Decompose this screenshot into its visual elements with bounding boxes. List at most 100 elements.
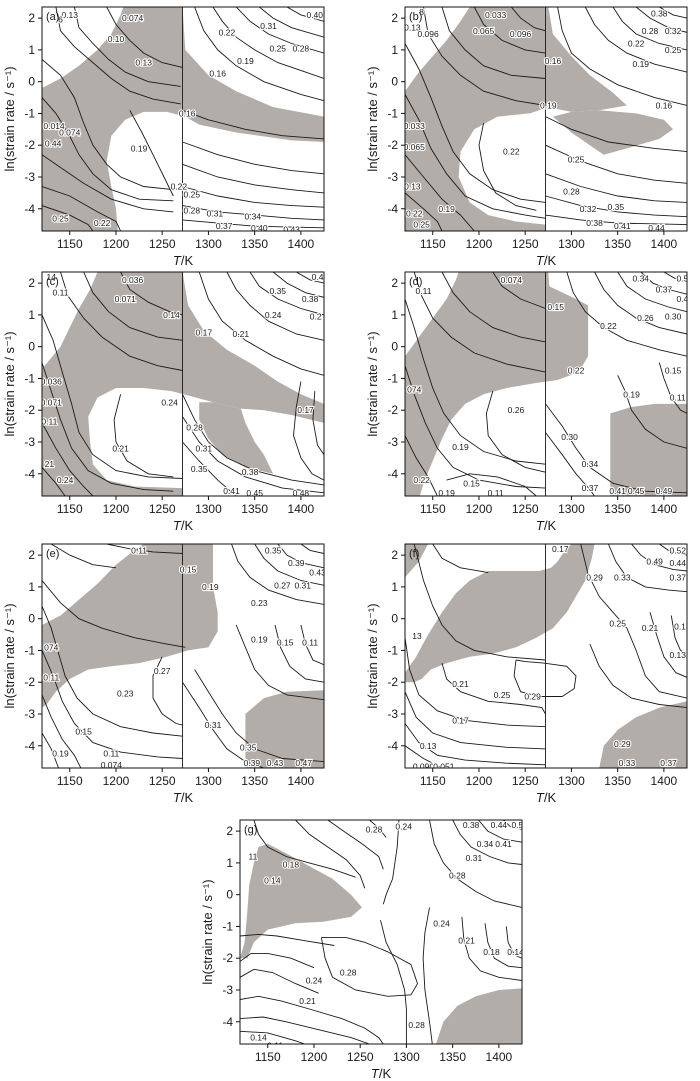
x-tick-label: 1250 (347, 1050, 374, 1064)
contour-label: 0.25 (269, 43, 286, 53)
shaded-region (245, 690, 324, 768)
y-tick-label: -2 (222, 951, 233, 965)
contour-line (382, 820, 400, 905)
contour-label: 0.28 (293, 43, 310, 53)
contour-label: 0.24 (161, 397, 178, 407)
contour-label: 0.21 (452, 679, 469, 689)
contour-label: 0.036 (122, 275, 144, 285)
contour-line (212, 7, 324, 79)
contour-line (405, 365, 546, 489)
contour-line (194, 669, 324, 763)
y-tick-label: 2 (391, 276, 398, 290)
y-tick-label: -2 (24, 138, 35, 152)
x-tick-label: 1150 (420, 502, 446, 516)
contour-line (42, 314, 183, 479)
contour-line (659, 544, 687, 556)
y-axis-label: ln(strain rate / s⁻¹) (365, 331, 380, 436)
plot-frame (404, 6, 688, 232)
x-tick-label: 1200 (466, 774, 493, 788)
contour-label: 0.16 (179, 108, 196, 118)
y-tick-label: 0 (391, 340, 398, 354)
contour-line (83, 272, 183, 341)
contour-line (658, 362, 687, 414)
contour-label: 0.31 (196, 443, 213, 453)
contour-label: 0.11 (43, 672, 59, 682)
x-tick-label: 1250 (512, 237, 539, 251)
contour-label: 0.24 (395, 821, 412, 831)
contour-line (42, 580, 186, 648)
contour-label: 0.47 (295, 758, 312, 768)
contour-label: 0.033 (404, 121, 426, 131)
contour-label: 0.41 (614, 221, 631, 231)
contour-label: 13 (412, 631, 422, 641)
contour-label: 0.19 (131, 143, 148, 153)
contour-label: 0.41 (223, 486, 240, 496)
plot-frame (239, 819, 523, 1045)
contour-line (254, 544, 324, 586)
x-tick-label: 1200 (466, 502, 493, 516)
x-axis-label: T/K (536, 253, 557, 268)
contour-line (42, 694, 82, 768)
y-tick-label: -4 (222, 1015, 233, 1029)
contour-label: 0.28 (449, 871, 466, 881)
contour-line (286, 7, 324, 22)
contour-label: 0.39 (288, 558, 305, 568)
contour-label: 074 (407, 385, 421, 395)
x-tick-label: 1250 (149, 237, 176, 251)
contour-line (274, 624, 324, 683)
shaded-region (240, 843, 362, 959)
x-tick-label: 1250 (149, 774, 176, 788)
contour-line (663, 272, 687, 282)
contour-label: 0.38 (463, 820, 480, 830)
contour-label: 0.28 (340, 968, 357, 978)
contour-line (240, 995, 384, 1044)
x-tick-label: 1200 (103, 237, 130, 251)
contour-label: 0.14 (163, 310, 180, 320)
contour-line (73, 7, 181, 87)
contour-label: 0.24 (265, 310, 282, 320)
y-tick-label: -3 (24, 707, 35, 721)
contour-line (485, 390, 546, 473)
contour-line (405, 691, 546, 750)
contour-label: 0.31 (466, 853, 483, 863)
contour-line (545, 173, 687, 203)
contour-label: 0.4 (676, 294, 688, 304)
contour-line (55, 7, 181, 105)
contour-line (659, 7, 687, 19)
contour-label: 0.071 (41, 397, 63, 407)
y-tick-label: 0 (28, 340, 35, 354)
contour-label: 0.033 (485, 10, 507, 20)
contour-line (240, 933, 335, 946)
contour-line (113, 394, 174, 478)
contour-line (545, 195, 687, 218)
plot-frame (404, 271, 688, 497)
x-axis-label: T/K (173, 790, 194, 805)
x-tick-label: 1200 (103, 774, 130, 788)
y-tick-label: 1 (28, 308, 35, 322)
contour-label: 0.15 (75, 726, 92, 736)
contour-label: 0.19 (52, 749, 69, 759)
contour-line (607, 544, 687, 593)
shaded-region (405, 272, 589, 496)
contour-line (42, 59, 183, 191)
y-tick-label: -3 (24, 170, 35, 184)
contour-label: 0.074 (101, 760, 123, 770)
x-tick-label: 1250 (512, 502, 539, 516)
contour-line (557, 7, 687, 106)
contour-label: 0.19 (540, 100, 557, 110)
y-tick-label: 2 (28, 11, 35, 25)
y-axis-label: ln(strain rate / s⁻¹) (365, 66, 380, 171)
contour-label: 0.44 (648, 223, 665, 233)
contour-line (42, 362, 174, 492)
contour-line (484, 923, 522, 969)
contour-label: 0.16 (656, 100, 673, 110)
contour-label: 14 (47, 272, 57, 282)
contour-line (545, 214, 687, 226)
y-tick-label: 1 (391, 580, 398, 594)
contour-line (670, 615, 687, 655)
panel-label: (d) (409, 276, 422, 288)
y-tick-label: -2 (24, 675, 35, 689)
plot-area-e: 0.110.150.190.350.390.430.27 0.310.230.19… (42, 544, 324, 770)
